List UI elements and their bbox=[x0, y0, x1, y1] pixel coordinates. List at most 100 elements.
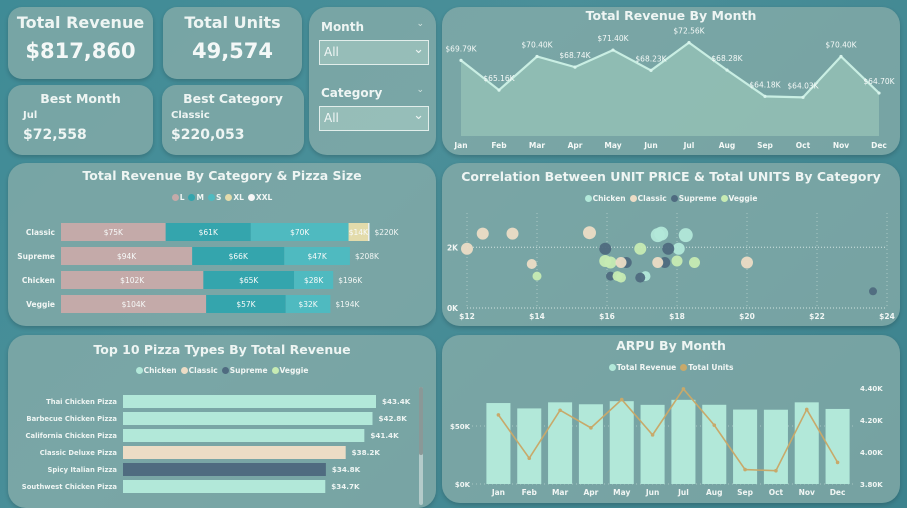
revenue-bar bbox=[825, 408, 850, 484]
legend-marker-icon bbox=[680, 364, 688, 371]
legend-marker-icon bbox=[247, 194, 255, 201]
scatter-point-supreme bbox=[869, 287, 877, 296]
data-point bbox=[763, 94, 767, 98]
x-tick-label: $20 bbox=[739, 312, 755, 321]
y-tick-label-right: 3.80K bbox=[860, 481, 883, 489]
month-slicer-collapse-icon[interactable]: ⌄ bbox=[416, 19, 424, 29]
units-point bbox=[558, 408, 562, 413]
segment-label: $28K bbox=[304, 276, 324, 285]
revenue-by-category-svg: Classic $75K $61K $70K $14K $220K Supreme $94K $… bbox=[17, 223, 400, 313]
legend-item-s[interactable]: S bbox=[207, 193, 222, 202]
units-point bbox=[527, 456, 532, 461]
category-slicer-collapse-icon[interactable]: ⌄ bbox=[416, 85, 424, 95]
x-tick-label: Dec bbox=[830, 488, 846, 497]
legend-item-veggie[interactable]: Veggie bbox=[271, 366, 308, 375]
legend-item-classic[interactable]: Classic bbox=[629, 194, 667, 203]
arpu-by-month-chart[interactable]: ARPU By Month Total Revenue Total Units $… bbox=[442, 335, 900, 503]
chevron-down-icon: ⌄ bbox=[413, 108, 424, 123]
x-tick-label: Apr bbox=[583, 488, 598, 497]
data-point bbox=[611, 48, 615, 52]
revenue-bar bbox=[794, 402, 819, 484]
legend-item-xl[interactable]: XL bbox=[225, 193, 244, 202]
pizza-name-label: Spicy Italian Pizza bbox=[47, 466, 117, 474]
price-vs-units-svg: $12 $14 $16 $18 $20 $22 $24 0K 2K bbox=[447, 213, 895, 321]
x-tick-label: Jan bbox=[453, 141, 467, 150]
y-tick-label: 2K bbox=[447, 243, 459, 252]
x-tick-label: May bbox=[604, 141, 621, 150]
legend-item-total-units[interactable]: Total Units bbox=[680, 363, 733, 372]
legend-item-supreme[interactable]: Supreme bbox=[221, 366, 268, 375]
bar bbox=[123, 446, 346, 459]
y-tick-label-left: $50K bbox=[450, 423, 471, 431]
revenue-bar bbox=[609, 401, 634, 484]
legend-marker-icon bbox=[271, 367, 279, 374]
total-label: $196K bbox=[338, 276, 363, 285]
units-point bbox=[496, 413, 501, 417]
scatter-point-supreme bbox=[599, 242, 612, 255]
scatter-point-supreme bbox=[635, 272, 646, 283]
bar bbox=[123, 480, 326, 493]
bar bbox=[123, 395, 376, 408]
legend-item-m[interactable]: M bbox=[188, 193, 204, 202]
x-tick-label: Feb bbox=[491, 141, 507, 150]
data-point bbox=[649, 68, 653, 73]
value-label: $43.4K bbox=[382, 397, 411, 406]
revenue-by-month-chart[interactable]: Total Revenue By Month $69.79K Jan $65.16K… bbox=[442, 7, 900, 155]
slicer-panel: Month ⌄ All ⌄ Category ⌄ All ⌄ bbox=[309, 7, 436, 155]
legend-marker-icon bbox=[225, 194, 233, 201]
scatter-point-chicken bbox=[672, 242, 685, 255]
category-slicer-dropdown[interactable]: All ⌄ bbox=[319, 106, 429, 131]
chart-legend: Total Revenue Total Units bbox=[442, 363, 900, 372]
scrollbar-thumb[interactable] bbox=[419, 387, 423, 455]
data-point bbox=[801, 95, 805, 99]
bar-segment-s bbox=[285, 295, 331, 313]
legend-label: Chicken bbox=[592, 194, 626, 203]
scatter-point-classic bbox=[461, 242, 473, 255]
scatter-point-classic bbox=[526, 258, 537, 269]
legend-item-xxl[interactable]: XXL bbox=[247, 193, 272, 202]
scatter-point-veggie bbox=[689, 256, 700, 268]
kpi-best-category-label: Best Category bbox=[183, 91, 283, 106]
price-vs-units-chart[interactable]: Correlation Between UNIT PRICE & Total U… bbox=[442, 163, 900, 326]
legend-label: Chicken bbox=[143, 366, 177, 375]
legend-label: M bbox=[196, 193, 204, 202]
scatter-point-classic bbox=[652, 256, 664, 268]
scatter-point-veggie bbox=[634, 242, 647, 255]
segment-label: $65K bbox=[239, 276, 259, 285]
kpi-total-revenue-value: $817,860 bbox=[25, 39, 136, 63]
revenue-by-category-size-chart[interactable]: Total Revenue By Category & Pizza Size L… bbox=[8, 163, 436, 326]
data-label: $64.70K bbox=[863, 77, 895, 86]
top10-pizza-chart[interactable]: Top 10 Pizza Types By Total Revenue Chic… bbox=[8, 335, 436, 508]
bar-segment-m bbox=[165, 223, 251, 241]
legend-item-chicken[interactable]: Chicken bbox=[584, 194, 626, 203]
legend-marker-icon bbox=[180, 367, 188, 374]
scatter-point-classic bbox=[615, 256, 627, 268]
category-label: Veggie bbox=[26, 300, 55, 309]
month-slicer-dropdown[interactable]: All ⌄ bbox=[319, 40, 429, 65]
value-label: $38.2K bbox=[352, 448, 381, 457]
month-slicer-label: Month bbox=[321, 20, 365, 34]
total-label: $194K bbox=[335, 300, 360, 309]
legend-marker-icon bbox=[670, 195, 678, 202]
legend-item-total-revenue[interactable]: Total Revenue bbox=[608, 363, 676, 372]
chart-title: ARPU By Month bbox=[616, 338, 726, 353]
legend-label: S bbox=[215, 193, 222, 202]
segment-label: $70K bbox=[290, 228, 310, 237]
legend-item-supreme[interactable]: Supreme bbox=[670, 194, 717, 203]
pizza-name-label: Thai Chicken Pizza bbox=[46, 398, 117, 406]
legend-item-classic[interactable]: Classic bbox=[180, 366, 218, 375]
scatter-point-classic bbox=[741, 256, 753, 269]
bar-segment-xxl bbox=[368, 223, 370, 241]
segment-label: $94K bbox=[117, 252, 137, 261]
x-tick-label: Apr bbox=[568, 141, 583, 150]
legend-label: Classic bbox=[188, 366, 218, 375]
y-tick-label-right: 4.20K bbox=[860, 417, 883, 425]
legend-item-chicken[interactable]: Chicken bbox=[135, 366, 177, 375]
pizza-name-label: Classic Deluxe Pizza bbox=[40, 449, 118, 457]
legend-item-l[interactable]: L bbox=[171, 193, 184, 202]
legend-item-veggie[interactable]: Veggie bbox=[720, 194, 757, 203]
data-label: $72.56K bbox=[673, 27, 705, 36]
x-tick-label: Jun bbox=[645, 488, 659, 497]
x-tick-label: $14 bbox=[529, 312, 545, 321]
legend-label: Classic bbox=[637, 194, 667, 203]
